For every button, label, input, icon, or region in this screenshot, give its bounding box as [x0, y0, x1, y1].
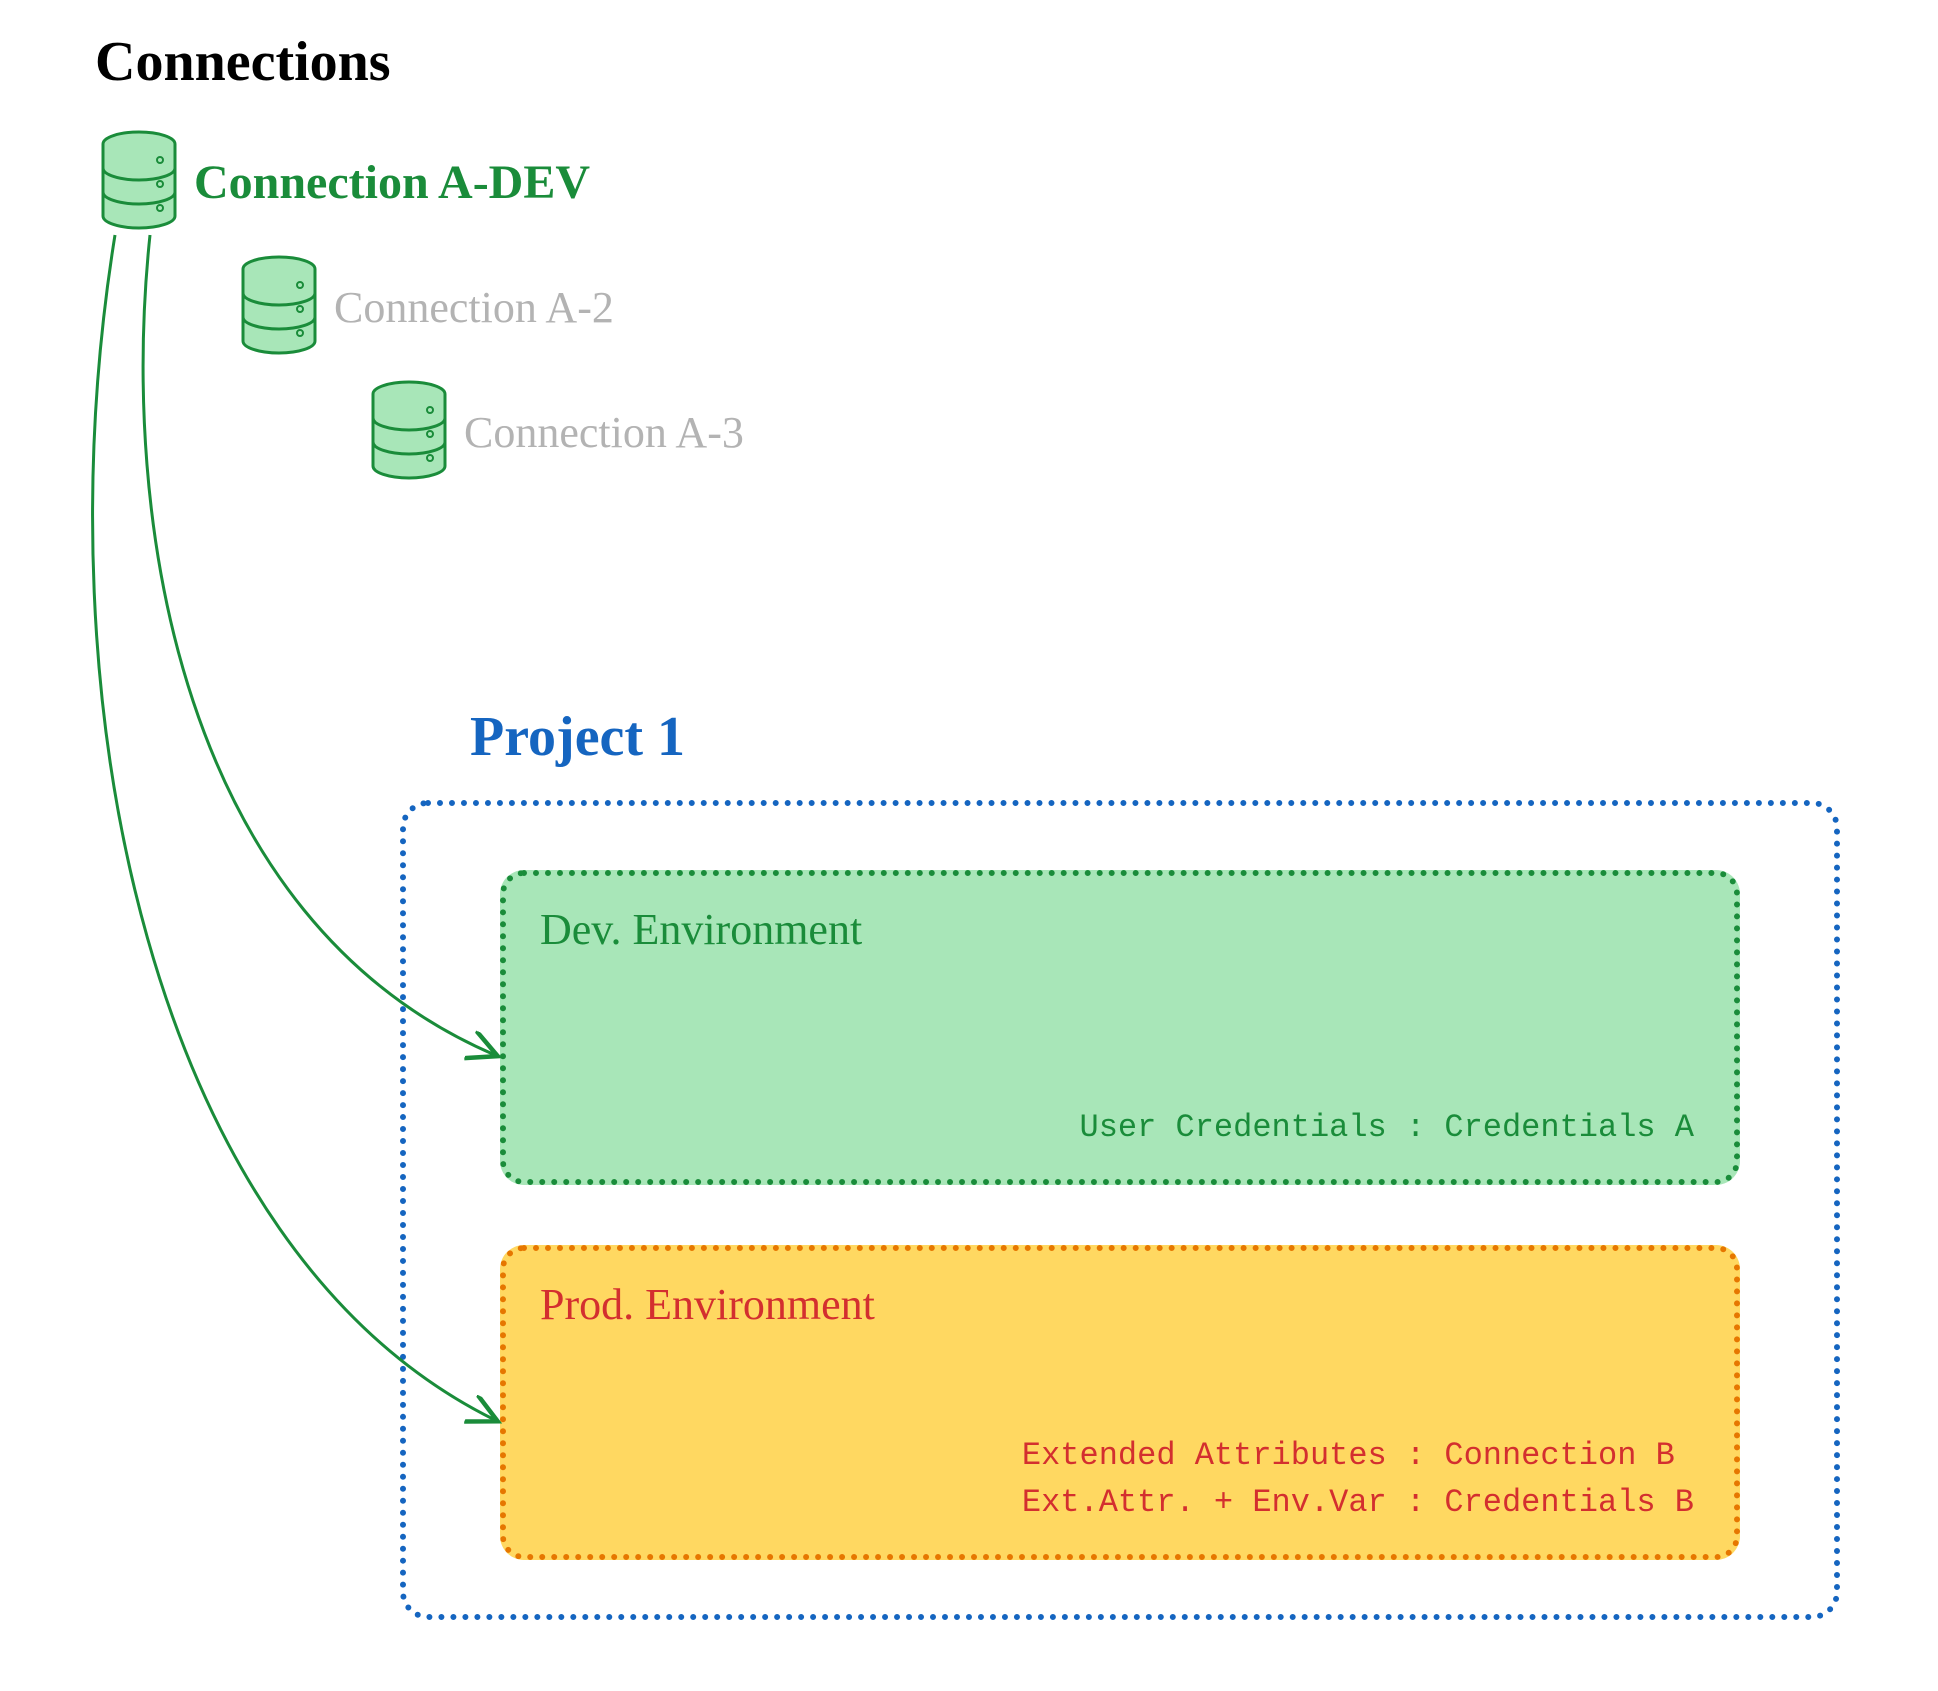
database-icon — [240, 255, 318, 360]
env-prod-box: Prod. Environment Extended Attributes : … — [500, 1245, 1740, 1560]
env-dev-title: Dev. Environment — [540, 904, 1700, 955]
connection-a-2: Connection A-2 — [240, 255, 614, 360]
connection-a-3: Connection A-3 — [370, 380, 744, 485]
database-icon — [100, 130, 178, 235]
connection-label: Connection A-3 — [464, 407, 744, 458]
env-prod-detail-line1: Extended Attributes : Connection B — [1022, 1433, 1694, 1479]
env-prod-detail-line2: Ext.Attr. + Env.Var : Credentials B — [1022, 1480, 1694, 1526]
connection-label: Connection A-2 — [334, 282, 614, 333]
env-prod-title: Prod. Environment — [540, 1279, 1700, 1330]
connection-label: Connection A-DEV — [194, 155, 590, 210]
database-icon — [370, 380, 448, 485]
env-dev-detail: User Credentials : Credentials A — [1080, 1105, 1695, 1151]
env-dev-box: Dev. Environment User Credentials : Cred… — [500, 870, 1740, 1185]
project-title: Project 1 — [470, 705, 685, 769]
env-prod-detail: Extended Attributes : Connection B Ext.A… — [1022, 1433, 1694, 1526]
connection-a-dev: Connection A-DEV — [100, 130, 590, 235]
env-dev-detail-line: User Credentials : Credentials A — [1080, 1105, 1695, 1151]
diagram-canvas: Connections Connection A-DEV — [0, 0, 1938, 1691]
title-connections: Connections — [95, 30, 391, 94]
